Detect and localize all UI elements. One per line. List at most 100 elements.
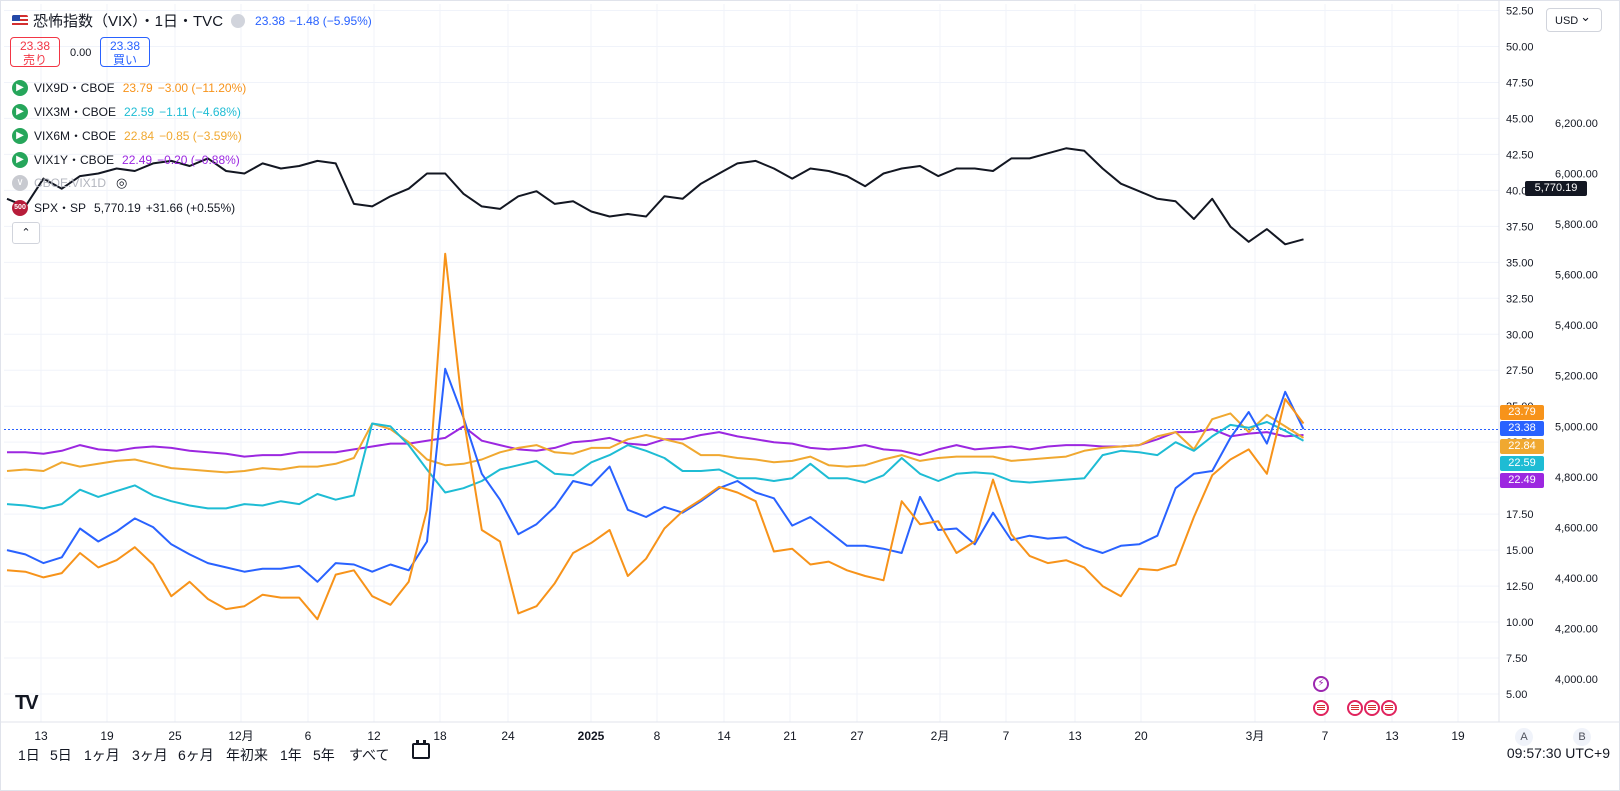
- time-axis-tick-label: 19: [1451, 729, 1465, 743]
- legend-row-vix9d[interactable]: ▶ VIX9D・CBOE 23.79 −3.00 (−11.20%): [12, 79, 246, 96]
- range-button[interactable]: 1日: [18, 747, 40, 763]
- price-tag: 23.79: [1500, 405, 1544, 420]
- vix-axis-ticks: 52.5050.0047.5045.0042.5040.0037.5035.00…: [1506, 6, 1534, 702]
- series-line-spx[interactable]: [6, 147, 1304, 246]
- buy-button[interactable]: 23.38 買い: [100, 37, 150, 67]
- time-axis-tick-label: 14: [717, 729, 731, 743]
- time-axis-tick-label: 12月: [228, 729, 253, 743]
- us-flag-icon: [12, 14, 28, 27]
- symbol-title[interactable]: 恐怖指数（VIX）・1日・TVC: [33, 13, 224, 30]
- last-price: 23.38: [255, 13, 286, 28]
- play-circle-icon[interactable]: ▶: [12, 151, 28, 168]
- legend-row-vix1y[interactable]: ▶ VIX1Y・CBOE 22.49 −0.20 (−0.88%): [12, 151, 240, 168]
- spx-axis-ticks: 6,200.00 6,000.00 5,800.00 5,600.00 5,400.00…: [1555, 118, 1598, 686]
- vix-axis-tick-label: 7.50: [1506, 653, 1527, 665]
- price-tag: 22.84: [1500, 439, 1544, 454]
- hidden-series-icon[interactable]: ∨: [12, 175, 28, 191]
- series-line-vix9d[interactable]: [6, 252, 1305, 621]
- sell-button[interactable]: 23.38 売り: [10, 37, 60, 67]
- legend-value: 22.49: [122, 152, 153, 167]
- clock-time[interactable]: 09:57:30 UTC+9: [1506, 745, 1610, 761]
- spx-axis-tick-label: 4,800.00: [1555, 472, 1598, 484]
- us-economic-event-icon[interactable]: [1347, 700, 1363, 716]
- time-axis-tick-label: 24: [501, 729, 515, 743]
- time-axis-tick-label: 27: [850, 729, 864, 743]
- tradingview-logo[interactable]: TV: [15, 692, 39, 714]
- time-axis-ticks: 13 19 25 12月 6 12 18 24 2025 8 14 21 27 2月 7 13 20 3月 7 13 1…: [34, 729, 1465, 743]
- spx-axis-tick-label: 5,800.00: [1555, 219, 1598, 231]
- price-change: −1.48 (−5.95%): [289, 13, 372, 28]
- time-axis-tick-label: 2025: [578, 729, 605, 743]
- legend-change: +31.66 (+0.55%): [145, 200, 236, 215]
- series-line-vix1y[interactable]: [7, 425, 1304, 458]
- earnings-event-icon[interactable]: ⚡: [1313, 676, 1329, 692]
- range-button[interactable]: 1年: [280, 747, 302, 763]
- play-circle-icon[interactable]: ▶: [12, 127, 28, 144]
- auto-scale-button[interactable]: A: [1515, 728, 1533, 746]
- vix-axis-tick-label: 42.50: [1506, 149, 1534, 161]
- time-axis-tick-label: 18: [433, 729, 447, 743]
- legend-change: −1.11 (−4.68%): [159, 104, 241, 119]
- us-economic-event-icon[interactable]: [1313, 700, 1329, 716]
- us-economic-event-icon[interactable]: [1381, 700, 1397, 716]
- spx-axis-tick-label: 4,000.00: [1555, 674, 1598, 686]
- legend-value: 22.59: [124, 104, 155, 119]
- vix-axis-tick-label: 32.50: [1506, 293, 1534, 305]
- sell-price: 23.38: [19, 39, 51, 53]
- spx-axis-tick-label: 5,400.00: [1555, 320, 1598, 332]
- range-button[interactable]: 3ヶ月: [132, 747, 168, 763]
- currency-select[interactable]: USD: [1546, 5, 1602, 32]
- spx-axis-tick-label: 5,000.00: [1555, 421, 1598, 433]
- symbol-title-row[interactable]: 恐怖指数（VIX）・1日・TVC 23.38 −1.48 (−5.95%): [12, 10, 372, 31]
- legend-change: −0.20 (−0.88%): [157, 152, 240, 167]
- buy-label: 買い: [112, 53, 137, 67]
- time-axis-tick-label: 7: [1322, 729, 1329, 743]
- legend-row-vix6m[interactable]: ▶ VIX6M・CBOE 22.84 −0.85 (−3.59%): [12, 127, 242, 144]
- time-axis-tick-label: 12: [367, 729, 381, 743]
- range-button[interactable]: 5年: [313, 747, 335, 763]
- range-button[interactable]: すべて: [349, 747, 390, 763]
- price-tag: 22.49: [1500, 473, 1544, 488]
- legend-row-vix3m[interactable]: ▶ VIX3M・CBOE 22.59 −1.11 (−4.68%): [12, 103, 241, 120]
- legend-symbol: VIX9D・CBOE: [34, 81, 115, 95]
- calendar-goto-icon[interactable]: [412, 740, 430, 759]
- legend-row-spx[interactable]: 500 SPX・SP 5,770.19 +31.66 (+0.55%): [12, 199, 235, 216]
- log-scale-button[interactable]: B: [1573, 728, 1591, 746]
- eye-off-icon[interactable]: ◎: [116, 175, 128, 190]
- time-axis-tick-label: 20: [1134, 729, 1148, 743]
- spx-axis-tick-label: 6,000.00: [1555, 169, 1598, 181]
- time-axis-tick-label: 7: [1003, 729, 1010, 743]
- range-button[interactable]: 年初来: [226, 747, 268, 763]
- vix-axis-tick-label: 17.50: [1506, 509, 1534, 521]
- time-axis-tick-label: 3月: [1246, 729, 1265, 743]
- spx-axis-tick-label: 4,200.00: [1555, 623, 1598, 635]
- grid: [4, 4, 1499, 722]
- series-line-vix[interactable]: [6, 367, 1305, 583]
- vix-axis-tick-label: 37.50: [1506, 221, 1534, 233]
- vix-axis-tick-label: 52.50: [1506, 6, 1534, 18]
- series-line-vix6m[interactable]: [6, 412, 1305, 474]
- legend-value: 23.79: [122, 80, 153, 95]
- vix-axis-tick-label: 35.00: [1506, 257, 1534, 269]
- us-economic-event-icon[interactable]: [1364, 700, 1380, 716]
- vix-axis-tick-label: 30.00: [1506, 329, 1534, 341]
- range-button[interactable]: 1ヶ月: [84, 747, 120, 763]
- vix-axis-tick-label: 5.00: [1506, 689, 1527, 701]
- time-axis-tick-label: 13: [1385, 729, 1399, 743]
- range-button[interactable]: 6ヶ月: [178, 747, 214, 763]
- spx-axis-tick-label: 5,200.00: [1555, 371, 1598, 383]
- price-tag: 22.59: [1500, 456, 1544, 471]
- vix-axis-tick-label: 12.50: [1506, 581, 1534, 593]
- legend-value: 22.84: [124, 128, 155, 143]
- time-axis-tick-label: 21: [783, 729, 797, 743]
- range-button[interactable]: 5日: [50, 747, 72, 763]
- series-line-vix3m[interactable]: [6, 421, 1304, 510]
- vix-axis-tick-label: 45.00: [1506, 113, 1534, 125]
- spread: 0.00: [70, 47, 92, 59]
- play-circle-icon[interactable]: ▶: [12, 79, 28, 96]
- legend-symbol: VIX6M・CBOE: [34, 129, 117, 143]
- play-circle-icon[interactable]: ▶: [12, 103, 28, 120]
- collapse-legend-button[interactable]: ⌃: [12, 222, 40, 244]
- legend-row-vix1d-hidden[interactable]: ∨ CBOE:VIX1D ◎: [12, 175, 127, 191]
